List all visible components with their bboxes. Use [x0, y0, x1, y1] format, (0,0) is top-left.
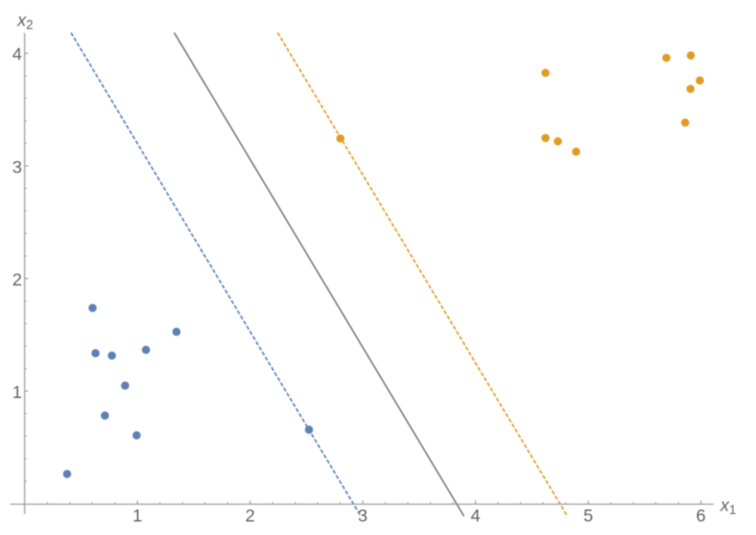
svg-text:3: 3 [12, 157, 22, 177]
svg-text:4: 4 [471, 506, 481, 526]
svg-text:5: 5 [583, 506, 593, 526]
svg-text:1: 1 [12, 382, 22, 402]
svg-text:2: 2 [12, 269, 22, 289]
svg-text:6: 6 [696, 506, 706, 526]
svg-text:1: 1 [133, 506, 143, 526]
svg-text:2: 2 [245, 506, 255, 526]
svg-text:3: 3 [358, 506, 368, 526]
svg-text:4: 4 [12, 44, 22, 64]
